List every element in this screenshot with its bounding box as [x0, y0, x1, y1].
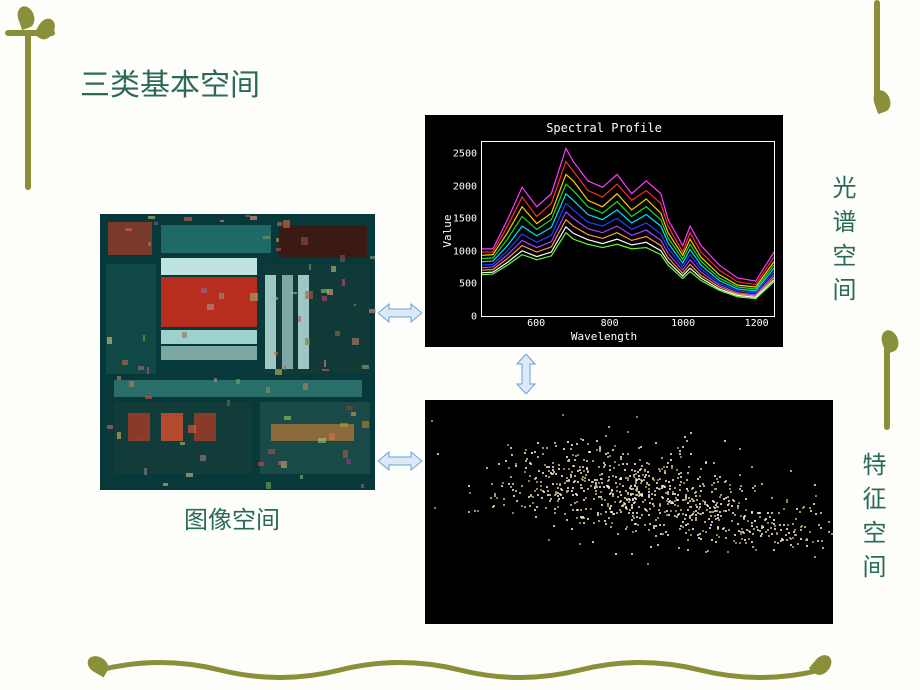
vine-bottom: [100, 655, 820, 665]
leaf-icon: [879, 328, 902, 354]
label-feature-space: 特征空间: [854, 452, 889, 588]
chart-title: Spectral Profile: [425, 121, 783, 135]
label-image-space: 图像空间: [184, 500, 280, 535]
spectral-profile-chart: Spectral Profile Value Wavelength 050010…: [425, 115, 783, 347]
leaf-icon: [15, 4, 38, 30]
double-arrow-2: [378, 450, 422, 472]
page-title: 三类基本空间: [80, 60, 260, 104]
label-spectral-space: 光谱空间: [824, 175, 859, 311]
chart-frame: [481, 141, 775, 317]
double-arrow-1: [378, 302, 422, 324]
image-space-panel: [100, 214, 375, 490]
vine-top-left: [20, 0, 55, 200]
leaf-icon: [34, 15, 59, 42]
double-arrow-3: [515, 354, 537, 394]
chart-xlabel: Wavelength: [425, 330, 783, 343]
feature-space-scatter: [425, 400, 833, 624]
vine-top-right: [874, 0, 880, 100]
